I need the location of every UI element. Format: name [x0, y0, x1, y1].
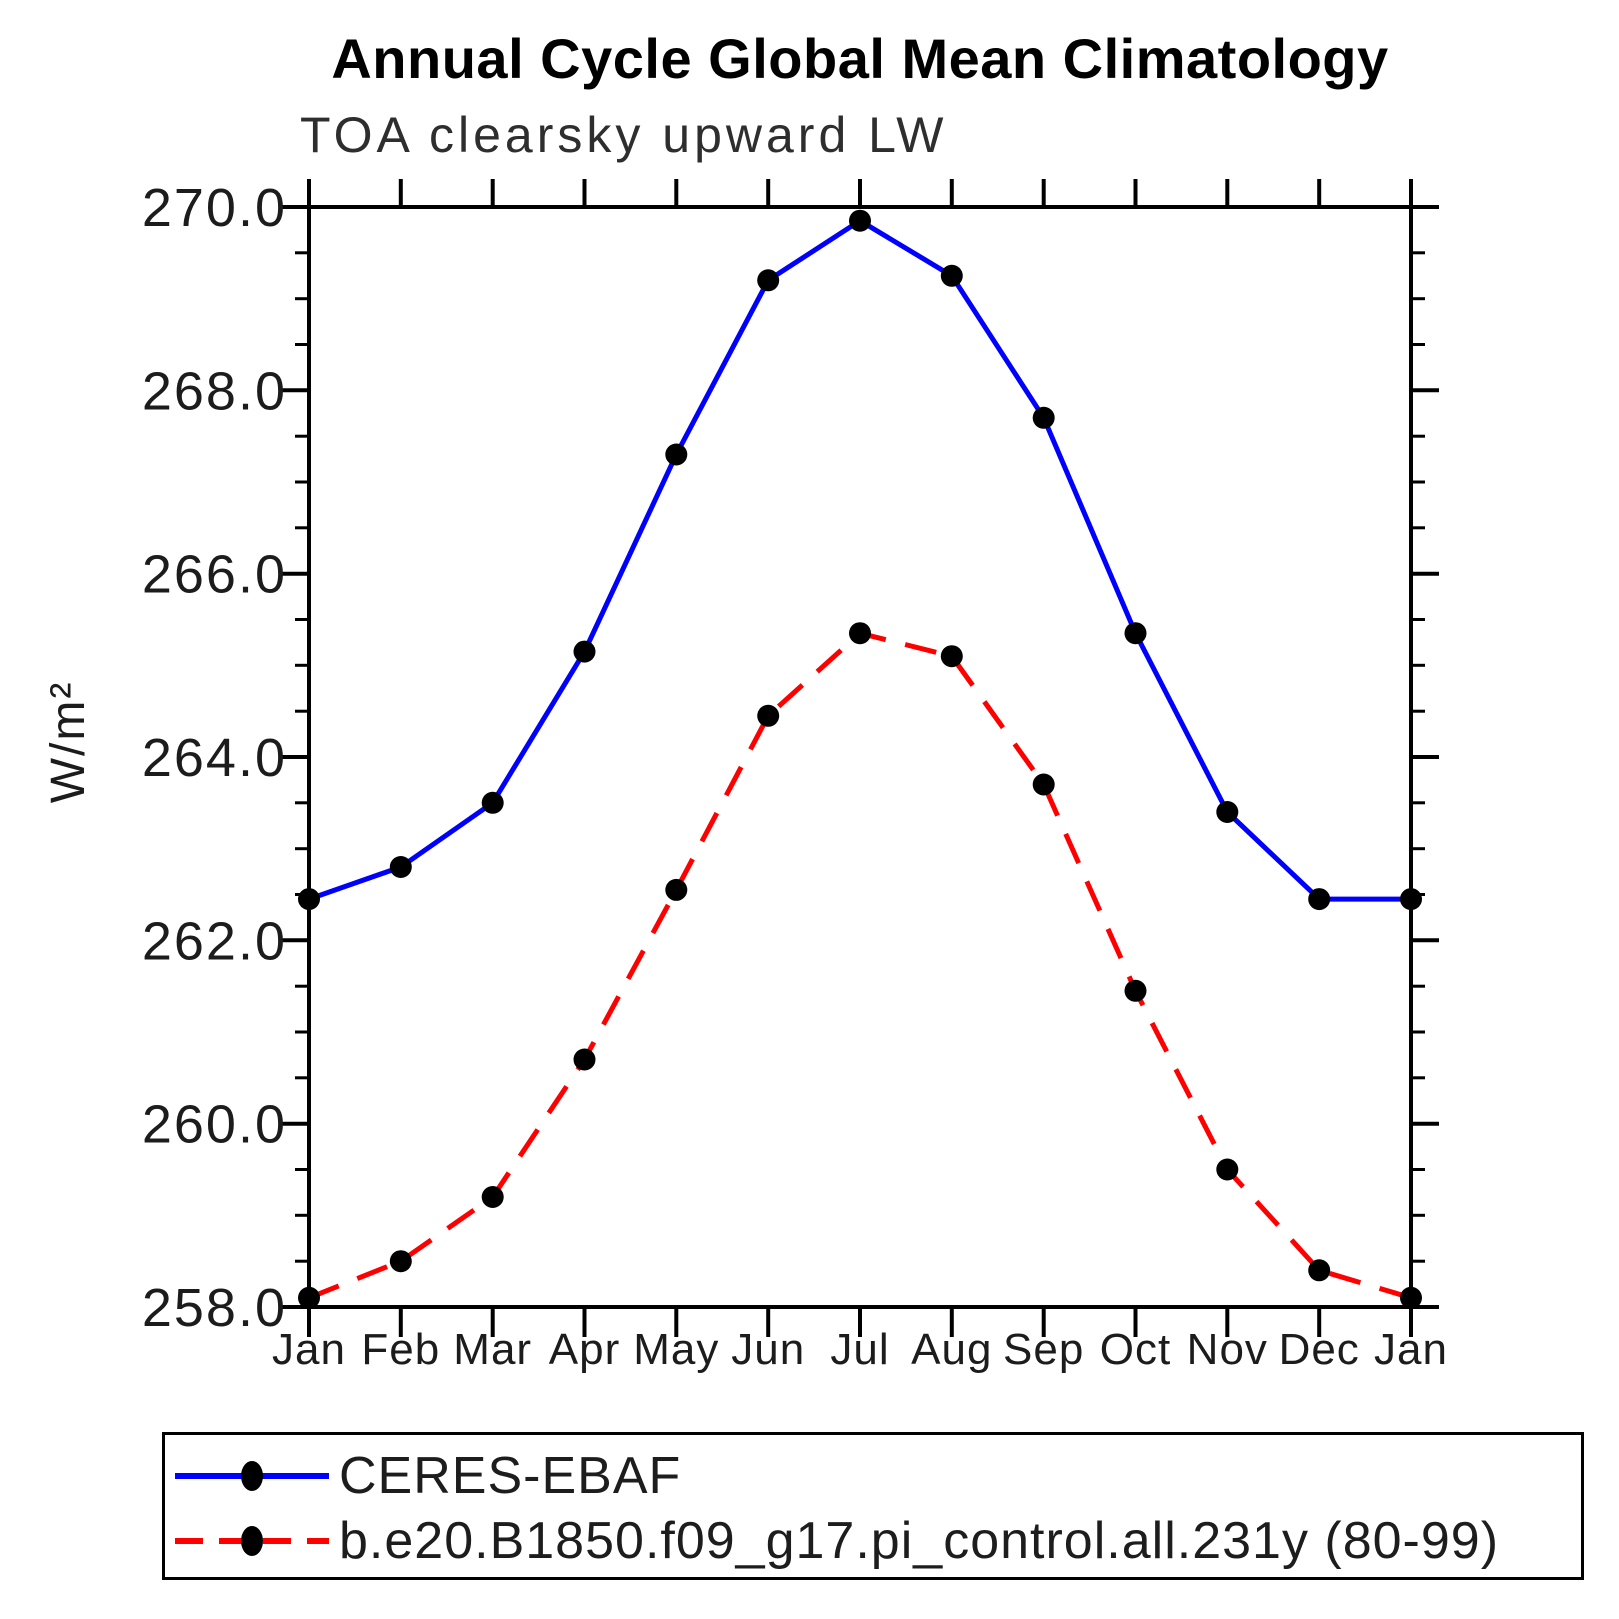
- series-line: [308, 630, 1412, 1301]
- x-tick-label: Dec: [1279, 1325, 1360, 1374]
- x-tick-label: Jan: [1374, 1325, 1448, 1374]
- x-tick-label: Oct: [1100, 1325, 1171, 1374]
- x-tick-label: May: [633, 1325, 719, 1374]
- x-tick-label: Nov: [1187, 1325, 1268, 1374]
- chart-title: Annual Cycle Global Mean Climatology: [331, 27, 1389, 90]
- x-tick-label: Mar: [453, 1325, 532, 1374]
- data-point-marker: [1032, 406, 1055, 429]
- x-tick-label: Aug: [911, 1325, 992, 1374]
- x-tick-label: Sep: [1003, 1325, 1084, 1374]
- y-tick-label: 262.0: [142, 911, 287, 971]
- legend-entry-model-run: b.e20.B1850.f09_g17.pi_control.all.231y …: [171, 1512, 1499, 1570]
- data-point-marker: [573, 640, 596, 663]
- data-point-marker: [1216, 801, 1239, 823]
- y-tick-label: 264.0: [142, 728, 287, 788]
- y-tick-label: 266.0: [142, 545, 287, 605]
- x-tick-label: Jan: [272, 1325, 346, 1374]
- x-tick-label: Jul: [830, 1325, 889, 1374]
- data-point-marker: [1124, 622, 1147, 645]
- chart-subtitle: TOA clearsky upward LW: [300, 107, 948, 163]
- data-point-marker: [481, 1186, 504, 1208]
- legend-box: CERES-EBAF b.e20.B1850.f09_g17.pi_contro…: [162, 1432, 1584, 1580]
- data-point-marker: [1124, 979, 1147, 1002]
- plot-border: [307, 205, 1413, 1309]
- legend-marker-dot: [241, 1526, 263, 1556]
- y-tick-label: 268.0: [142, 361, 287, 421]
- data-point-marker: [389, 1250, 412, 1273]
- legend-entry-ceres-ebaf: CERES-EBAF: [171, 1447, 681, 1505]
- data-point-marker: [665, 443, 688, 466]
- data-point-marker: [1308, 888, 1331, 911]
- data-point-marker: [849, 209, 871, 232]
- data-point-marker: [757, 704, 780, 727]
- data-point-marker: [481, 791, 504, 814]
- data-point-marker: [1400, 888, 1422, 911]
- x-tick-label: Apr: [549, 1325, 620, 1374]
- legend-sample-dashed-line: [175, 1526, 329, 1556]
- data-point-marker: [298, 888, 320, 911]
- data-point-marker: [1216, 1158, 1239, 1181]
- data-point-marker: [849, 622, 871, 645]
- data-point-marker: [757, 269, 780, 292]
- series-line: [308, 217, 1411, 902]
- data-point-marker: [1308, 1259, 1331, 1282]
- data-point-marker: [940, 645, 963, 668]
- data-point-marker: [1400, 1286, 1422, 1309]
- data-point-marker: [298, 1286, 320, 1309]
- data-point-marker: [665, 878, 688, 901]
- y-tick-label: 258.0: [142, 1278, 287, 1338]
- legend-marker-dot: [241, 1461, 263, 1491]
- y-axis-title: W/m²: [42, 681, 95, 804]
- legend-label-observation: CERES-EBAF: [339, 1447, 682, 1505]
- legend-sample-solid-line: [175, 1461, 329, 1491]
- y-tick-label: 270.0: [142, 178, 287, 238]
- y-tick-label: 260.0: [142, 1095, 287, 1155]
- data-point-marker: [940, 264, 963, 287]
- data-point-marker: [573, 1048, 596, 1071]
- data-point-marker: [1032, 773, 1055, 796]
- legend-label-model-run: b.e20.B1850.f09_g17.pi_control.all.231y …: [339, 1512, 1500, 1570]
- x-tick-label: Feb: [361, 1325, 440, 1374]
- x-tick-label: Jun: [731, 1325, 805, 1374]
- data-point-marker: [389, 856, 412, 878]
